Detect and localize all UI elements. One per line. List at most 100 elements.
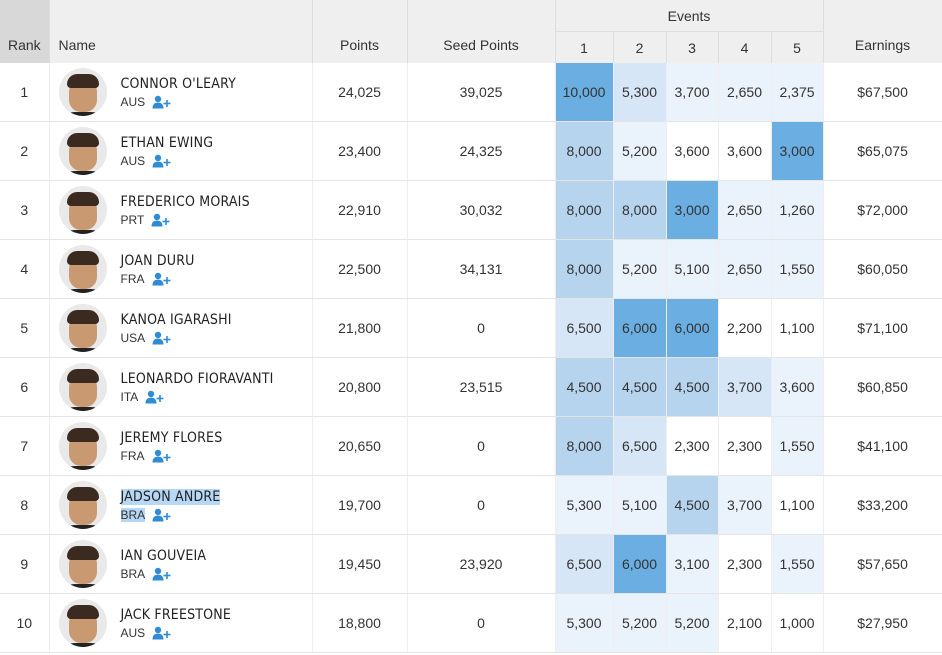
event-2-cell: 6,500 bbox=[613, 416, 667, 476]
avatar[interactable] bbox=[58, 186, 107, 234]
earnings-cell: $65,075 bbox=[823, 121, 942, 181]
rank-header[interactable]: Rank bbox=[0, 0, 50, 63]
seed-points-header[interactable]: Seed Points bbox=[407, 0, 556, 63]
table-row[interactable]: 8 JADSON ANDRE BRA bbox=[0, 475, 942, 535]
follow-button[interactable] bbox=[151, 213, 171, 227]
surfer-name-link[interactable]: JOAN DURU bbox=[120, 252, 195, 269]
earnings-cell: $60,050 bbox=[823, 239, 942, 299]
surfer-name-link[interactable]: IAN GOUVEIA bbox=[120, 547, 207, 564]
portrait-icon bbox=[58, 428, 107, 470]
surfer-name-link[interactable]: LEONARDO FIORAVANTI bbox=[120, 370, 274, 387]
event-2-header[interactable]: 2 bbox=[613, 31, 667, 63]
event-3-cell: 3,700 bbox=[666, 63, 719, 122]
surfer-name-link[interactable]: JADSON ANDRE bbox=[120, 488, 221, 505]
event-5-cell: 2,375 bbox=[771, 63, 824, 122]
event-2-cell: 5,300 bbox=[613, 63, 667, 122]
avatar[interactable] bbox=[58, 304, 107, 352]
event-5-cell: 1,000 bbox=[771, 593, 824, 653]
follow-button[interactable] bbox=[152, 154, 172, 168]
event-5-cell: 1,100 bbox=[771, 475, 824, 535]
add-user-icon bbox=[152, 626, 171, 639]
table-body: 1 CONNOR O'LEARY AUS bbox=[0, 63, 942, 653]
table-row[interactable]: 4 JOAN DURU FRA bbox=[0, 239, 942, 299]
follow-button[interactable] bbox=[152, 626, 172, 640]
surfer-cell[interactable]: JOAN DURU FRA bbox=[49, 239, 313, 299]
surfer-name-link[interactable]: FREDERICO MORAIS bbox=[120, 193, 250, 210]
avatar[interactable] bbox=[58, 540, 107, 588]
name-header[interactable]: Name bbox=[49, 0, 313, 63]
follow-button[interactable] bbox=[152, 508, 172, 522]
surfer-cell[interactable]: IAN GOUVEIA BRA bbox=[49, 534, 313, 594]
rank-cell: 7 bbox=[0, 416, 50, 476]
rank-cell: 9 bbox=[0, 534, 50, 594]
add-user-icon bbox=[151, 213, 170, 226]
follow-button[interactable] bbox=[152, 449, 172, 463]
avatar[interactable] bbox=[58, 127, 107, 175]
table-header: Rank Name Points Seed Points Events Earn… bbox=[0, 0, 942, 63]
points-cell: 19,700 bbox=[312, 475, 408, 535]
event-2-cell: 5,200 bbox=[613, 593, 667, 653]
avatar[interactable] bbox=[58, 599, 107, 647]
event-3-cell: 5,100 bbox=[666, 239, 719, 299]
event-4-header[interactable]: 4 bbox=[718, 31, 772, 63]
follow-button[interactable] bbox=[152, 567, 172, 581]
event-5-cell: 1,550 bbox=[771, 239, 824, 299]
surfer-cell[interactable]: JACK FREESTONE AUS bbox=[49, 593, 313, 653]
country-code: BRA bbox=[120, 566, 146, 581]
event-5-cell: 1,550 bbox=[771, 534, 824, 594]
surfer-name-link[interactable]: JACK FREESTONE bbox=[120, 606, 232, 623]
seed-points-cell: 0 bbox=[407, 475, 556, 535]
table-row[interactable]: 1 CONNOR O'LEARY AUS bbox=[0, 63, 942, 122]
surfer-name-link[interactable]: CONNOR O'LEARY bbox=[120, 75, 237, 92]
points-cell: 24,025 bbox=[312, 63, 408, 122]
surfer-cell[interactable]: KANOA IGARASHI USA bbox=[49, 298, 313, 358]
surfer-cell[interactable]: CONNOR O'LEARY AUS bbox=[49, 63, 313, 122]
surfer-cell[interactable]: ETHAN EWING AUS bbox=[49, 121, 313, 181]
follow-button[interactable] bbox=[145, 390, 165, 404]
avatar[interactable] bbox=[58, 481, 107, 529]
country-code: FRA bbox=[120, 448, 145, 463]
follow-button[interactable] bbox=[152, 331, 172, 345]
event-5-header[interactable]: 5 bbox=[771, 31, 824, 63]
avatar[interactable] bbox=[58, 363, 107, 411]
table-row[interactable]: 6 LEONARDO FIORAVANTI ITA bbox=[0, 357, 942, 417]
surfer-name-link[interactable]: ETHAN EWING bbox=[120, 134, 214, 151]
add-user-icon bbox=[152, 567, 171, 580]
events-header: Events bbox=[555, 0, 824, 32]
surfer-cell[interactable]: LEONARDO FIORAVANTI ITA bbox=[49, 357, 313, 417]
rank-cell: 6 bbox=[0, 357, 50, 417]
event-4-cell: 2,200 bbox=[718, 298, 772, 358]
surfer-name-link[interactable]: KANOA IGARASHI bbox=[120, 311, 232, 328]
seed-points-cell: 23,515 bbox=[407, 357, 556, 417]
table-row[interactable]: 2 ETHAN EWING AUS bbox=[0, 121, 942, 181]
table-row[interactable]: 9 IAN GOUVEIA BRA bbox=[0, 534, 942, 594]
surfer-cell[interactable]: FREDERICO MORAIS PRT bbox=[49, 180, 313, 240]
table-row[interactable]: 7 JEREMY FLORES FRA bbox=[0, 416, 942, 476]
rank-cell: 2 bbox=[0, 121, 50, 181]
table-row[interactable]: 5 KANOA IGARASHI USA bbox=[0, 298, 942, 358]
follow-button[interactable] bbox=[152, 272, 172, 286]
earnings-cell: $27,950 bbox=[823, 593, 942, 653]
surfer-name-link[interactable]: JEREMY FLORES bbox=[120, 429, 223, 446]
avatar[interactable] bbox=[58, 245, 107, 293]
event-3-header[interactable]: 3 bbox=[666, 31, 719, 63]
avatar[interactable] bbox=[58, 422, 107, 470]
follow-button[interactable] bbox=[152, 95, 172, 109]
event-1-header[interactable]: 1 bbox=[555, 31, 614, 63]
avatar[interactable] bbox=[58, 68, 107, 116]
surfer-cell[interactable]: JEREMY FLORES FRA bbox=[49, 416, 313, 476]
rank-cell: 5 bbox=[0, 298, 50, 358]
surfer-cell[interactable]: JADSON ANDRE BRA bbox=[49, 475, 313, 535]
points-cell: 21,800 bbox=[312, 298, 408, 358]
event-5-cell: 1,260 bbox=[771, 180, 824, 240]
portrait-icon bbox=[58, 133, 107, 175]
earnings-header[interactable]: Earnings bbox=[823, 0, 942, 63]
event-2-cell: 6,000 bbox=[613, 534, 667, 594]
table-row[interactable]: 3 FREDERICO MORAIS PRT bbox=[0, 180, 942, 240]
points-header[interactable]: Points bbox=[312, 0, 408, 63]
event-1-cell: 6,500 bbox=[555, 298, 614, 358]
event-2-cell: 5,200 bbox=[613, 121, 667, 181]
table-row[interactable]: 10 JACK FREESTONE AUS bbox=[0, 593, 942, 653]
event-3-cell: 3,000 bbox=[666, 180, 719, 240]
points-cell: 20,650 bbox=[312, 416, 408, 476]
